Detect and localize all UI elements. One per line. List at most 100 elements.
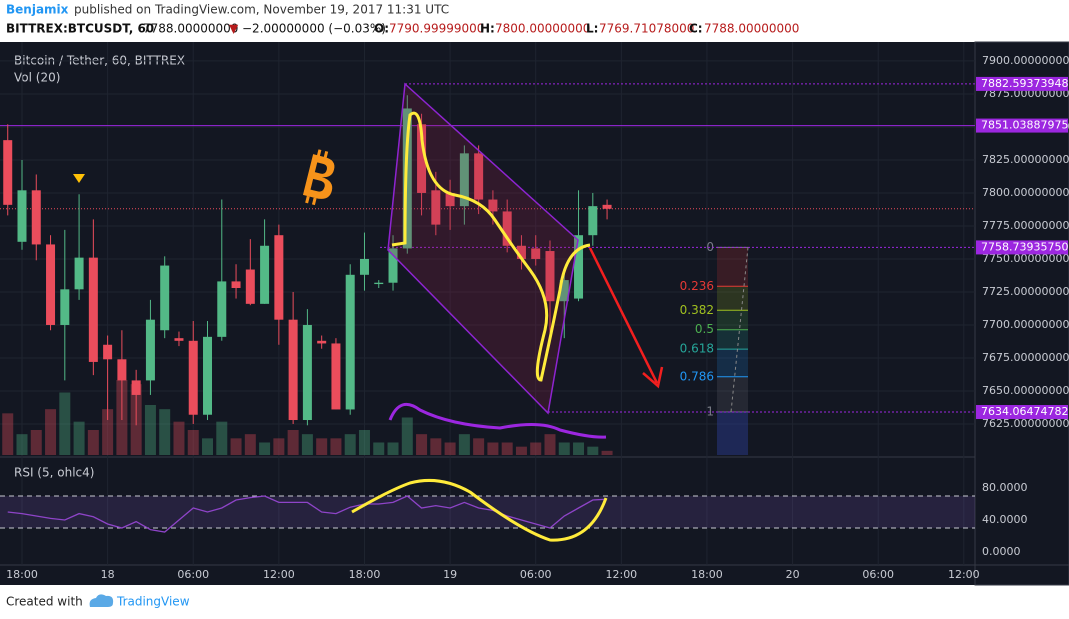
volume-bar — [2, 413, 14, 455]
candle-body — [402, 108, 412, 249]
fib-zone — [717, 349, 748, 377]
fib-label: 0.236 — [680, 279, 714, 293]
candle-body — [274, 235, 284, 320]
volume-bar — [202, 438, 214, 455]
volume-bar — [173, 421, 185, 455]
candle-body — [388, 248, 398, 283]
candle-body — [559, 280, 569, 302]
volume-bar — [330, 438, 342, 455]
y-tick-label: 7650.00000000 — [982, 384, 1069, 397]
candle-body — [17, 190, 27, 242]
level-label: 7634.06474782 — [981, 405, 1068, 418]
y-tick-label: 7700.00000000 — [982, 318, 1069, 331]
chart-layer: 7625.00000000 7650.00000000 7675.00000000 7… — [0, 42, 1069, 581]
candle-body — [160, 265, 170, 331]
x-tick-label: 20 — [786, 568, 800, 581]
candle-body — [260, 245, 270, 304]
x-tick-label: 19 — [443, 568, 457, 581]
candle-body — [516, 245, 526, 259]
x-tick-label: 06:00 — [520, 568, 552, 581]
volume-bar — [458, 434, 470, 455]
fib-label: 0.5 — [695, 322, 714, 336]
rsi-band — [0, 496, 975, 528]
fib-zone — [717, 286, 748, 311]
candle-body — [31, 190, 41, 245]
bitcoin-logo — [302, 149, 335, 206]
volume-bar — [401, 417, 413, 455]
candle-body — [545, 251, 555, 302]
candle-body — [474, 153, 484, 200]
fib-label: 0.618 — [680, 342, 714, 356]
change: −2.00000000 (−0.03%) — [242, 22, 386, 36]
rsi-tick-label: 0.0000 — [982, 545, 1021, 558]
candle-body — [574, 235, 584, 299]
volume-bar — [187, 430, 199, 455]
candle-body — [174, 338, 184, 341]
o-label: O: — [374, 22, 389, 36]
volume-bar — [344, 434, 356, 455]
volume-bar — [30, 430, 42, 455]
candle-body — [588, 206, 598, 236]
symbol: BITTREX:BTCUSDT, 60 — [6, 22, 154, 36]
fib-label: 0.382 — [680, 303, 714, 317]
candle-body — [288, 319, 298, 421]
footer-brand[interactable]: TradingView — [116, 595, 190, 609]
y-tick-label: 7675.00000000 — [982, 351, 1069, 364]
candle-body — [359, 258, 369, 275]
volume-bar — [102, 409, 114, 455]
c-label: C: — [689, 22, 703, 36]
volume-bar — [430, 438, 442, 455]
volume-bar — [59, 392, 71, 455]
candle-body — [103, 344, 113, 360]
volume-bar — [444, 442, 456, 455]
fib-zone — [717, 247, 748, 287]
fib-zone — [717, 329, 748, 350]
level-box — [976, 76, 1068, 91]
yellow-drawing — [391, 111, 591, 382]
candle-body — [374, 282, 384, 285]
y-tick-label: 7900.00000000 — [982, 54, 1069, 67]
volume-bar — [573, 442, 585, 455]
x-tick-label: 18 — [101, 568, 115, 581]
volume-bar — [587, 446, 599, 455]
candle-body — [302, 324, 312, 421]
volume-bar — [473, 438, 485, 455]
volume-bar — [601, 450, 613, 455]
candle-body — [145, 319, 155, 381]
level-label: 7882.59373948 — [981, 77, 1068, 90]
volume-bar — [515, 446, 527, 455]
candle-body — [417, 124, 427, 193]
y-tick-label: 7800.00000000 — [982, 186, 1069, 199]
change-arrow: ▼ — [229, 22, 239, 36]
volume-bar — [373, 442, 385, 455]
candle-body — [203, 336, 213, 415]
volume-bar — [259, 442, 271, 455]
volume-bar — [530, 442, 542, 455]
arrow-line — [588, 247, 659, 384]
y-tick-label: 7725.00000000 — [982, 285, 1069, 298]
candle-body — [345, 274, 355, 410]
candle-body — [231, 281, 241, 289]
fib-zone — [717, 376, 748, 413]
marker — [73, 174, 85, 183]
last: 7788.00000000 — [143, 22, 238, 36]
y-tick-label: 7750.00000000 — [982, 252, 1069, 265]
tv-logo[interactable] — [89, 594, 114, 607]
author[interactable]: Benjamix — [6, 3, 69, 17]
x-tick-label: 12:00 — [948, 568, 980, 581]
volume-bar — [244, 434, 256, 455]
fib-extension — [717, 412, 748, 455]
arrow-head — [642, 366, 664, 389]
rsi-line — [7, 495, 608, 533]
candle-body — [317, 340, 327, 344]
candle-body — [431, 190, 441, 225]
candle-body — [502, 211, 512, 246]
volume-bar — [45, 409, 57, 455]
h-label: H: — [480, 22, 495, 36]
candle-body — [217, 281, 227, 337]
volume-bar — [501, 442, 513, 455]
volume-bar — [273, 438, 285, 455]
x-tick-label: 18:00 — [6, 568, 38, 581]
candle-body — [602, 204, 612, 209]
